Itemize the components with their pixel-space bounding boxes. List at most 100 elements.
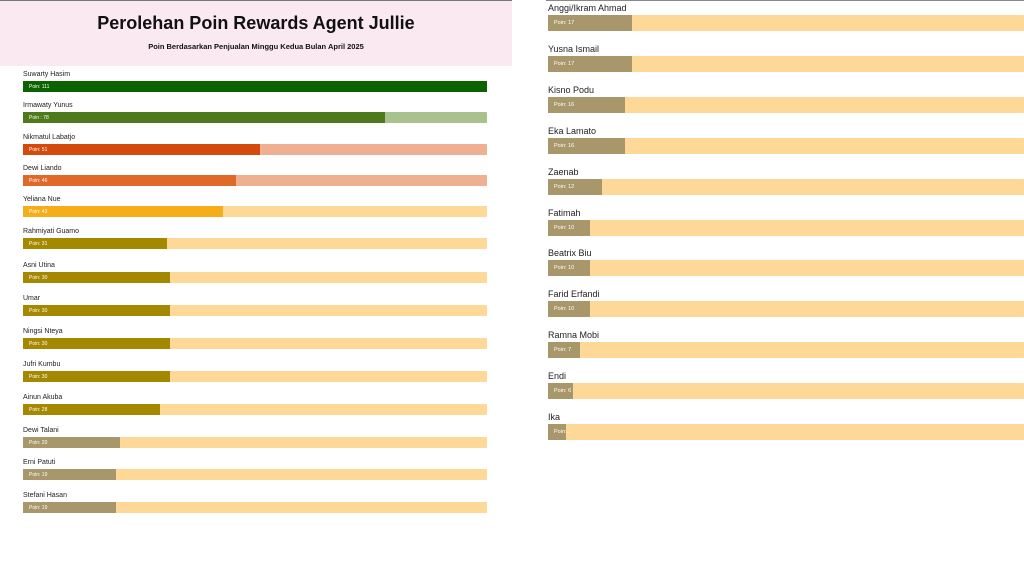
agent-name: Fatimah	[548, 207, 581, 218]
bar-track: Poin: 46	[23, 175, 487, 186]
bar-fill: Poin: 17	[548, 15, 632, 31]
agent-row: Dewi Talani Poin: 20	[23, 427, 487, 448]
points-label: Poin: 111	[29, 83, 50, 90]
points-label: Poin: 30	[29, 274, 48, 281]
agent-row: Yusna Ismail Poin: 17	[548, 44, 1024, 72]
agent-name: Dewi Liando	[23, 165, 62, 172]
agent-name: Irmawaty Yunus	[23, 102, 73, 109]
bar-fill: Poin: 31	[23, 238, 167, 249]
points-label: Poin: 16	[554, 101, 575, 108]
agent-row: Stefani Hasan Poin: 19	[23, 492, 487, 513]
points-label: Poin: 10	[554, 265, 575, 272]
points-label: Poin: 30	[29, 307, 48, 314]
agent-name: Endi	[548, 371, 567, 382]
points-label: Poin:...	[554, 429, 572, 435]
agent-row: Suwarty Hasim Poin: 111	[23, 71, 487, 92]
bar-track: Poin: 19	[23, 469, 487, 480]
bar-track: Poin: 30	[23, 371, 487, 382]
agent-name: Ika	[548, 412, 561, 422]
points-label: Poin: 19	[29, 504, 48, 511]
agent-row: Kisno Podu Poin: 16	[548, 85, 1024, 113]
points-label: Poin: 30	[29, 340, 48, 347]
agent-name: Asni Utina	[23, 262, 55, 269]
bar-fill: Poin: 20	[23, 437, 121, 448]
bar-track: Poin : 78	[23, 112, 487, 123]
bar-track: Poin: 10	[548, 260, 1024, 277]
bar-track: Poin: 30	[23, 338, 487, 349]
agent-row: Fatimah Poin: 10	[548, 208, 1024, 236]
agent-row: Yeliana Nue Poin: 43	[23, 196, 487, 217]
agent-row: Asni Utina Poin: 30	[23, 262, 487, 283]
agent-row: Ainun Akuba Poin: 28	[23, 394, 487, 415]
agent-name: Ningsi Nteya	[23, 328, 63, 335]
bar-fill: Poin: 10	[548, 219, 591, 236]
points-label: Poin: 10	[554, 224, 575, 231]
points-label: Poin: 17	[554, 20, 575, 26]
bar-fill: Poin : 78	[23, 112, 385, 123]
points-label: Poin: 43	[29, 208, 48, 215]
agent-name: Dewi Talani	[23, 427, 59, 434]
bar-track: Poin: 10	[548, 301, 1024, 318]
points-label: Poin: 31	[29, 240, 48, 247]
bar-fill: Poin: 10	[548, 260, 591, 277]
bar-track: Poin: 12	[548, 178, 1024, 195]
agent-name: Ainun Akuba	[23, 394, 63, 401]
points-label: Poin: 30	[29, 373, 48, 380]
right-panel: Anggi/Ikram Ahmad Poin: 17 Yusna Ismail Poi…	[512, 0, 1024, 576]
agent-row: Ningsi Nteya Poin: 30	[23, 328, 487, 349]
bar-fill: Poin: 10	[548, 301, 591, 318]
bar-fill: Poin: 6	[548, 383, 574, 400]
chart-title: Perolehan Poin Rewards Agent Jullie	[97, 13, 415, 33]
agent-row: Endi Poin: 6	[548, 371, 1024, 400]
bar-fill: Poin: 16	[548, 137, 626, 154]
bar-fill: Poin: 30	[23, 338, 171, 349]
agent-row: Farid Erfandi Poin: 10	[548, 289, 1024, 318]
bar-fill: Poin: 51	[23, 144, 260, 155]
points-label: Poin: 7	[554, 347, 572, 354]
agent-name: Rahmiyati Guamo	[23, 228, 80, 235]
agent-row: Irmawaty Yunus Poin : 78	[23, 102, 487, 123]
bar-track: Poin:...	[548, 424, 1024, 440]
bar-fill: Poin: 30	[23, 371, 171, 382]
points-label: Poin: 46	[29, 177, 48, 184]
agent-name: Beatrix Biu	[548, 248, 592, 259]
bar-fill: Poin: 16	[548, 96, 626, 113]
bar-fill: Poin: 30	[23, 272, 171, 283]
bar-track: Poin: 28	[23, 404, 487, 415]
points-label: Poin : 78	[29, 114, 49, 121]
bar-fill: Poin: 111	[23, 81, 487, 92]
bar-track: Poin: 17	[548, 15, 1024, 31]
agent-name: Stefani Hasan	[23, 492, 67, 499]
bar-fill: Poin: 30	[23, 305, 171, 316]
agent-row: Eka Lamato Poin: 16	[548, 126, 1024, 154]
bar-track: Poin: 16	[548, 96, 1024, 113]
chart-header: Perolehan Poin Rewards Agent Jullie Poin…	[0, 0, 512, 66]
points-label: Poin: 16	[554, 142, 575, 149]
agent-row: Dewi Liando Poin: 46	[23, 165, 487, 186]
agent-name: Yeliana Nue	[23, 196, 61, 203]
bar-track: Poin: 111	[23, 81, 487, 92]
agent-name: Ramna Mobi	[548, 330, 600, 341]
agent-row: Zaenab Poin: 12	[548, 167, 1024, 195]
bar-fill: Poin: 19	[23, 469, 116, 480]
points-label: Poin: 19	[29, 471, 48, 478]
agent-name: Suwarty Hasim	[23, 71, 71, 78]
agent-row: Ramna Mobi Poin: 7	[548, 330, 1024, 359]
points-label: Poin: 28	[29, 406, 48, 413]
points-label: Poin: 51	[29, 146, 48, 153]
bar-fill: Poin: 19	[23, 502, 116, 513]
bar-track: Poin: 10	[548, 219, 1024, 236]
chart-subtitle: Poin Berdasarkan Penjualan Minggu Kedua …	[148, 42, 364, 51]
agent-name: Kisno Podu	[548, 84, 595, 95]
points-label: Poin: 6	[554, 388, 572, 395]
bar-track: Poin: 19	[23, 502, 487, 513]
bar-track: Poin: 43	[23, 206, 487, 217]
agent-name: Nikmatul Labatjo	[23, 134, 76, 141]
top-divider	[546, 0, 1024, 1]
bar-fill: Poin: 17	[548, 55, 632, 72]
agent-name: Farid Erfandi	[548, 289, 600, 300]
agent-name: Yusna Ismail	[548, 43, 600, 54]
bar-track: Poin: 20	[23, 437, 487, 448]
bar-track: Poin: 30	[23, 272, 487, 283]
bar-fill: Poin: 43	[23, 206, 223, 217]
